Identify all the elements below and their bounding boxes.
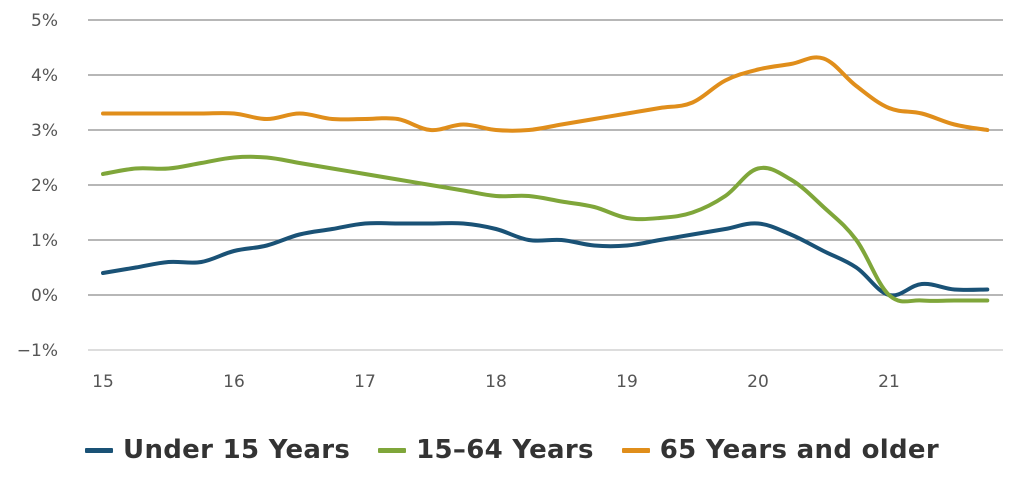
x-tick-label: 20 [747,372,769,392]
series-line-under-15 [101,221,990,298]
legend-swatch-15-64 [378,447,407,453]
x-tick-label: 18 [485,372,507,392]
x-tick-label: 17 [354,372,376,392]
y-tick-label: 1% [31,231,58,251]
y-tick-label: 0% [31,286,58,306]
y-tick-label: 3% [31,121,58,141]
legend-label-under-15: Under 15 Years [123,435,351,465]
y-tick-label: 5% [31,11,58,31]
line-chart: −1% 0% 1% 2% 3% 4% 5% 15 16 17 18 19 20 21 [17,11,1003,392]
x-tick-label: 19 [616,372,638,392]
legend: Under 15 Years 15–64 Years 65 Years and … [0,428,1024,472]
series-line-15-64 [101,154,990,304]
legend-swatch-under-15 [85,447,114,453]
x-axis-tick-labels: 15 16 17 18 19 20 21 [92,372,900,392]
legend-item-under-15: Under 15 Years [85,435,350,465]
x-tick-label: 21 [878,372,900,392]
legend-item-15-64: 15–64 Years [378,435,594,465]
legend-item-65-plus: 65 Years and older [621,435,939,465]
legend-label-65-plus: 65 Years and older [659,435,939,465]
legend-label-15-64: 15–64 Years [416,435,594,465]
series-line-65-plus [101,55,990,133]
y-tick-label: 4% [31,66,58,86]
x-tick-label: 16 [223,372,245,392]
y-tick-label: 2% [31,176,58,196]
series-lines [101,55,990,304]
y-tick-label: −1% [17,341,58,361]
gridlines [88,19,1003,351]
x-tick-label: 15 [92,372,114,392]
legend-swatch-65-plus [621,447,650,453]
y-axis-tick-labels: −1% 0% 1% 2% 3% 4% 5% [17,11,58,361]
